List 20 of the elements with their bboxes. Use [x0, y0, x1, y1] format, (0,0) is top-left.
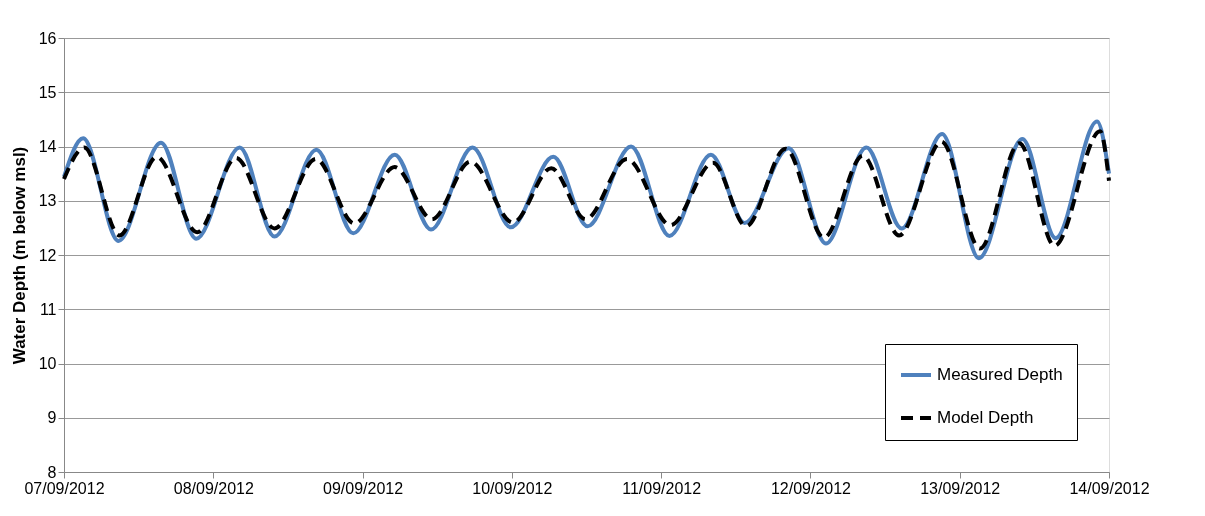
x-tick-label: 13/09/2012: [920, 479, 1001, 497]
y-tick-label: 14: [38, 138, 57, 155]
x-tick-label: 09/09/2012: [323, 479, 404, 497]
x-tick-label: 08/09/2012: [173, 479, 254, 497]
y-tick-label: 8: [47, 463, 57, 481]
y-tick-label: 10: [38, 355, 57, 372]
y-tick-label: 16: [38, 29, 57, 47]
x-tick-label: 10/09/2012: [472, 479, 553, 497]
y-axis-title: Water Depth (m below msl): [9, 146, 29, 365]
x-tick-label: 11/09/2012: [622, 479, 702, 497]
x-tick-label: 07/09/2012: [24, 479, 105, 497]
y-tick-label: 15: [38, 83, 57, 101]
y-tick-label: 13: [38, 192, 57, 210]
y-tick-label: 11: [39, 300, 57, 318]
x-tick-label: 14/09/2012: [1069, 479, 1150, 497]
legend-label: Model Depth: [937, 408, 1034, 427]
y-tick-label: 9: [47, 409, 57, 427]
x-tick-label: 12/09/2012: [770, 479, 852, 497]
y-tick-label: 12: [38, 246, 57, 264]
legend-label: Measured Depth: [937, 365, 1063, 384]
